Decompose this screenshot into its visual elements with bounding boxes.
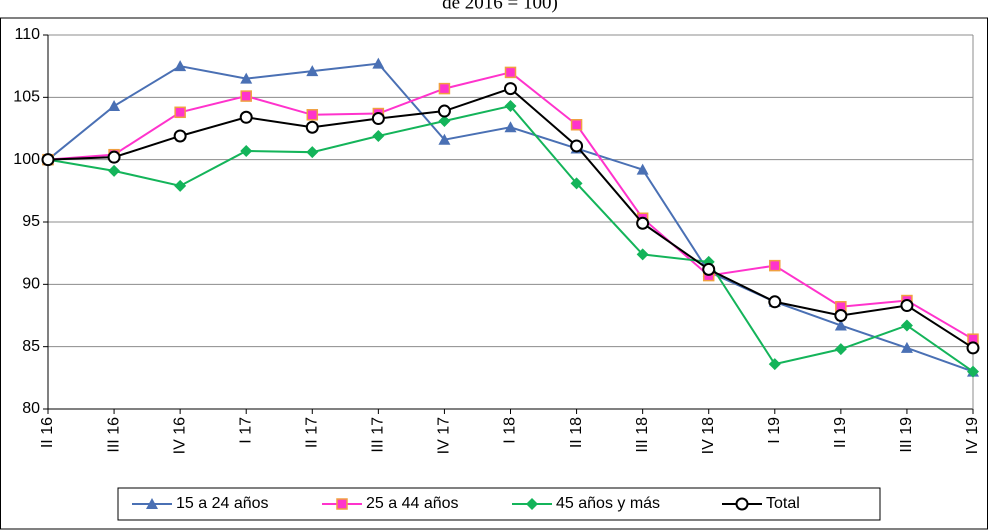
legend-label: 15 a 24 años bbox=[176, 495, 269, 512]
x-tick-label: III 16 bbox=[105, 417, 122, 453]
marker bbox=[504, 121, 517, 133]
marker bbox=[504, 100, 517, 113]
marker bbox=[41, 153, 55, 167]
x-tick-label: I 18 bbox=[502, 417, 519, 444]
marker bbox=[438, 82, 451, 95]
marker bbox=[768, 358, 781, 371]
marker bbox=[108, 164, 121, 177]
marker bbox=[636, 248, 649, 261]
marker bbox=[636, 163, 649, 175]
x-tick-label: IV 16 bbox=[171, 417, 188, 454]
series bbox=[41, 82, 980, 355]
marker bbox=[306, 146, 319, 159]
marker bbox=[504, 82, 517, 96]
x-tick-label: II 16 bbox=[39, 417, 56, 448]
marker bbox=[174, 179, 187, 192]
chart-title: de 2016 = 100) bbox=[442, 0, 558, 13]
x-tick-label: IV 17 bbox=[436, 417, 453, 454]
marker bbox=[769, 259, 781, 272]
marker bbox=[636, 216, 650, 230]
legend-label: 25 a 44 años bbox=[366, 495, 459, 512]
marker bbox=[306, 65, 319, 77]
marker bbox=[240, 144, 253, 157]
marker bbox=[967, 365, 979, 378]
marker bbox=[240, 90, 252, 102]
x-tick-label: II 17 bbox=[304, 417, 321, 448]
marker bbox=[900, 341, 913, 353]
x-tick-label: II 19 bbox=[832, 417, 849, 448]
x-tick-label: I 17 bbox=[237, 417, 254, 444]
marker bbox=[305, 120, 319, 134]
marker bbox=[900, 319, 913, 332]
y-tick-label: 105 bbox=[13, 89, 40, 106]
marker bbox=[107, 150, 121, 164]
marker bbox=[702, 262, 716, 276]
marker bbox=[173, 129, 187, 143]
marker bbox=[437, 104, 451, 118]
marker bbox=[174, 106, 186, 119]
marker bbox=[239, 110, 253, 124]
marker bbox=[834, 343, 847, 356]
legend-label: 45 años y más bbox=[556, 495, 660, 512]
y-tick-label: 80 bbox=[22, 400, 40, 417]
marker bbox=[306, 109, 319, 121]
y-tick-label: 85 bbox=[22, 338, 40, 355]
marker bbox=[146, 498, 158, 509]
marker bbox=[735, 497, 749, 511]
marker bbox=[372, 57, 385, 69]
x-tick-label: III 17 bbox=[370, 417, 387, 453]
marker bbox=[570, 119, 583, 131]
x-tick-label: IV 18 bbox=[700, 417, 717, 454]
y-tick-label: 110 bbox=[14, 26, 40, 43]
marker bbox=[966, 341, 980, 355]
marker bbox=[108, 100, 121, 112]
marker bbox=[570, 139, 584, 153]
y-tick-label: 95 bbox=[22, 213, 40, 230]
marker bbox=[526, 498, 538, 510]
x-tick-label: IV 19 bbox=[964, 417, 981, 454]
y-tick-label: 100 bbox=[13, 151, 40, 168]
marker bbox=[834, 319, 847, 331]
legend-label: Total bbox=[766, 495, 800, 512]
x-tick-label: III 18 bbox=[634, 417, 651, 453]
y-tick-label: 90 bbox=[22, 276, 40, 293]
marker bbox=[900, 299, 914, 313]
marker bbox=[371, 112, 385, 126]
marker bbox=[570, 177, 583, 190]
marker bbox=[834, 309, 848, 322]
chart-frame bbox=[0, 17, 988, 530]
series bbox=[42, 100, 979, 378]
marker bbox=[336, 498, 348, 510]
marker bbox=[768, 295, 782, 309]
marker bbox=[372, 129, 385, 142]
marker bbox=[438, 133, 451, 145]
x-tick-label: I 19 bbox=[766, 417, 783, 444]
x-tick-label: III 19 bbox=[898, 417, 915, 453]
marker bbox=[504, 66, 517, 79]
x-tick-label: II 18 bbox=[568, 417, 585, 448]
marker bbox=[174, 60, 187, 72]
marker bbox=[438, 115, 451, 128]
marker bbox=[240, 72, 253, 84]
